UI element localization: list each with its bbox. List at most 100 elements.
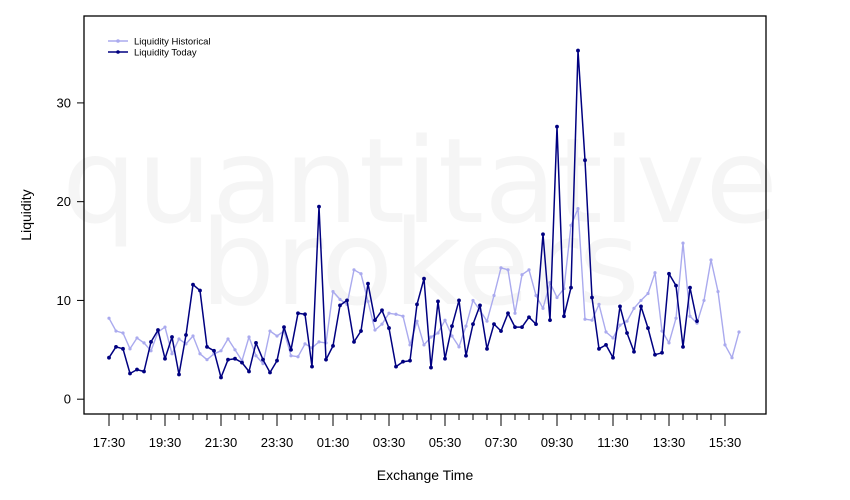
data-point bbox=[660, 350, 664, 355]
data-point bbox=[548, 318, 552, 323]
data-point bbox=[555, 124, 559, 129]
data-point bbox=[422, 343, 426, 347]
data-point bbox=[268, 329, 272, 333]
data-point bbox=[142, 341, 146, 345]
data-point bbox=[184, 333, 188, 337]
data-point bbox=[142, 369, 146, 374]
data-point bbox=[471, 298, 475, 303]
data-point bbox=[198, 288, 202, 293]
legend-label: Liquidity Historical bbox=[134, 36, 211, 47]
data-point bbox=[303, 312, 307, 317]
data-point bbox=[247, 335, 251, 339]
data-point bbox=[681, 241, 685, 245]
data-point bbox=[338, 303, 342, 308]
legend-item: Liquidity Historical bbox=[108, 36, 211, 47]
y-tick-label: 0 bbox=[64, 392, 71, 407]
data-point bbox=[128, 347, 132, 351]
x-tick-label: 23:30 bbox=[261, 435, 294, 450]
data-point bbox=[352, 340, 356, 344]
data-point bbox=[709, 258, 713, 262]
data-point bbox=[366, 299, 370, 304]
data-point bbox=[149, 340, 153, 344]
data-point bbox=[653, 352, 657, 357]
data-point bbox=[331, 343, 335, 348]
data-point bbox=[436, 299, 440, 304]
data-point bbox=[506, 311, 510, 316]
data-point bbox=[555, 295, 559, 300]
data-point bbox=[408, 358, 412, 363]
data-point bbox=[275, 358, 279, 363]
data-point bbox=[569, 223, 573, 227]
x-tick-label: 11:30 bbox=[597, 435, 629, 450]
data-point bbox=[492, 322, 496, 327]
x-axis: 17:30 19:30 21:30 23:30 01:30 03:30 05:30 07:30… bbox=[93, 414, 741, 450]
data-point bbox=[422, 276, 426, 281]
y-axis-title: Liquidity bbox=[18, 189, 34, 240]
data-point bbox=[506, 268, 510, 272]
data-point bbox=[107, 316, 111, 320]
data-point bbox=[373, 328, 377, 332]
x-tick-label: 07:30 bbox=[485, 435, 518, 450]
data-point bbox=[359, 272, 363, 276]
data-point bbox=[163, 325, 167, 329]
data-point bbox=[702, 298, 706, 303]
data-point bbox=[576, 48, 580, 53]
data-point bbox=[429, 335, 433, 339]
data-point bbox=[541, 232, 545, 237]
data-point bbox=[170, 335, 174, 339]
data-point bbox=[121, 346, 125, 351]
data-point bbox=[296, 355, 300, 359]
y-axis: 0 10 20 30 bbox=[57, 95, 84, 407]
data-point bbox=[541, 306, 545, 310]
data-point bbox=[373, 318, 377, 323]
data-point bbox=[499, 329, 503, 333]
data-point bbox=[261, 362, 265, 366]
data-point bbox=[191, 334, 195, 338]
data-point bbox=[492, 293, 496, 298]
x-axis-title: Exchange Time bbox=[377, 467, 474, 483]
data-point bbox=[485, 346, 489, 351]
legend-item: Liquidity Today bbox=[108, 47, 197, 58]
data-point bbox=[534, 322, 538, 327]
data-point bbox=[415, 319, 419, 323]
data-point bbox=[674, 283, 678, 288]
data-point bbox=[513, 311, 517, 315]
data-point bbox=[730, 356, 734, 360]
data-point bbox=[303, 342, 307, 346]
data-point bbox=[450, 324, 454, 329]
watermark-line-2: brokers bbox=[200, 194, 640, 332]
data-point bbox=[121, 331, 125, 335]
data-point bbox=[338, 297, 342, 302]
data-point bbox=[625, 319, 629, 323]
data-point bbox=[289, 347, 293, 352]
data-point bbox=[191, 282, 195, 287]
data-point bbox=[114, 344, 118, 349]
data-point bbox=[107, 355, 111, 360]
data-point bbox=[632, 349, 636, 354]
legend-swatch-marker bbox=[116, 39, 120, 43]
data-point bbox=[716, 289, 720, 294]
y-tick-label: 20 bbox=[57, 194, 71, 209]
data-point bbox=[562, 314, 566, 319]
data-point bbox=[317, 204, 321, 209]
data-point bbox=[618, 304, 622, 309]
data-point bbox=[219, 349, 223, 353]
data-point bbox=[163, 356, 167, 361]
data-point bbox=[198, 352, 202, 356]
data-point bbox=[233, 348, 237, 352]
data-point bbox=[226, 337, 230, 341]
series-layer bbox=[107, 48, 741, 380]
x-tick-label: 17:30 bbox=[93, 435, 126, 450]
data-point bbox=[380, 322, 384, 326]
x-tick-label: 05:30 bbox=[429, 435, 462, 450]
data-point bbox=[611, 355, 615, 360]
data-point bbox=[401, 314, 405, 318]
data-point bbox=[471, 322, 475, 327]
data-point bbox=[450, 334, 454, 338]
data-point bbox=[135, 336, 139, 340]
data-point bbox=[380, 308, 384, 313]
data-point bbox=[583, 317, 587, 321]
data-point bbox=[177, 337, 181, 341]
data-point bbox=[520, 273, 524, 277]
data-point bbox=[639, 304, 643, 309]
